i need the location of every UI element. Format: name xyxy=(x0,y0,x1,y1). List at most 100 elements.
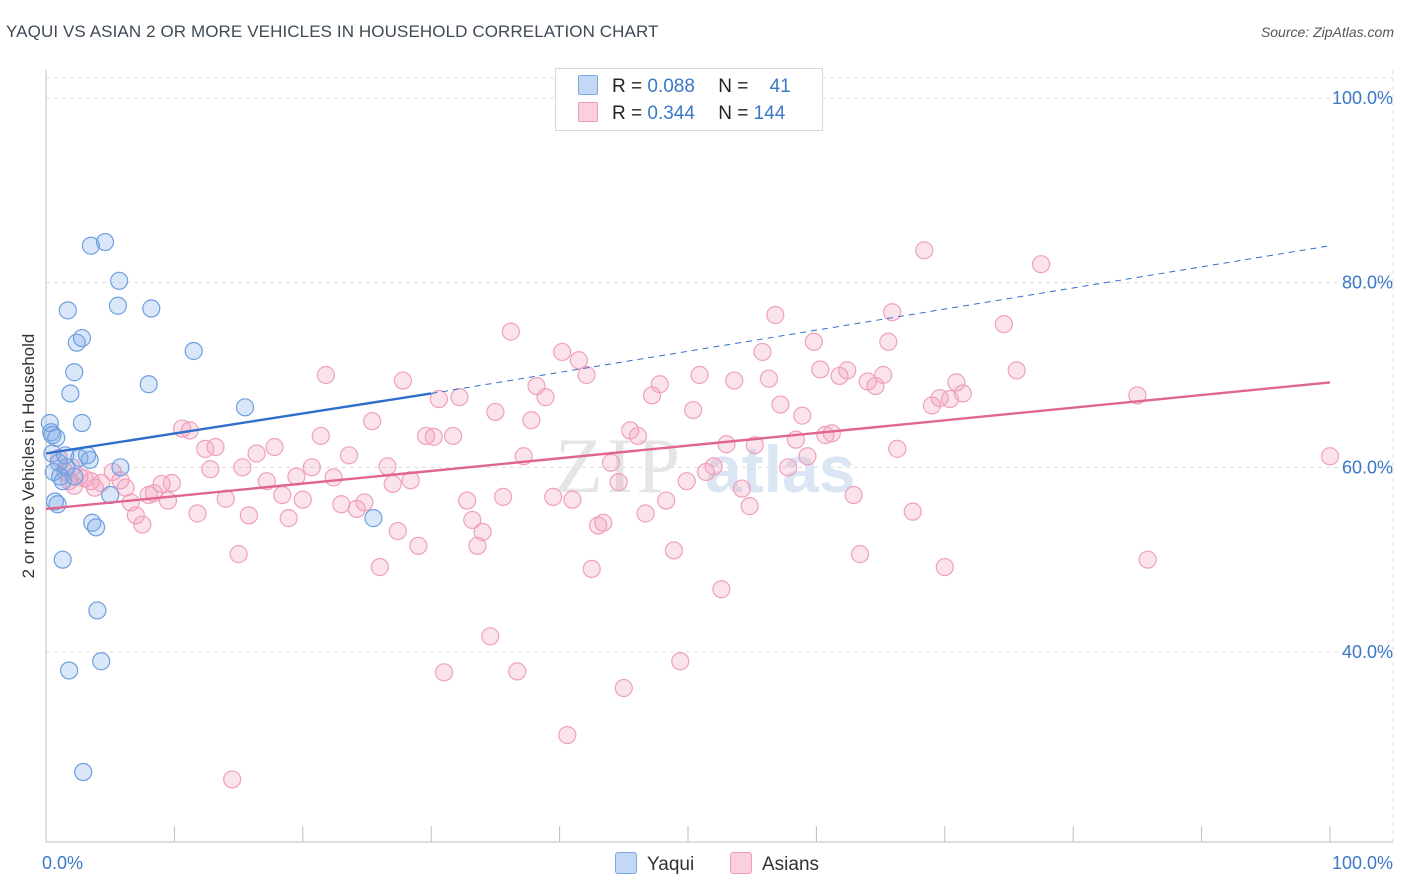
asians-point xyxy=(363,412,382,431)
asians-point xyxy=(536,388,555,407)
asians-point xyxy=(582,559,601,579)
asians-point xyxy=(671,652,690,671)
asians-point xyxy=(771,395,790,414)
asians-point xyxy=(804,332,823,351)
asians-point xyxy=(257,472,276,491)
asians-point xyxy=(1320,447,1340,466)
asians-point xyxy=(332,495,351,514)
asians-point xyxy=(311,426,330,446)
asians-point xyxy=(416,426,436,446)
asians-point xyxy=(378,457,397,476)
yaqui-trend-extension xyxy=(431,245,1331,394)
asians-point xyxy=(473,522,492,542)
asians-point xyxy=(779,458,798,477)
asians-point xyxy=(302,458,321,477)
asians-point xyxy=(188,504,207,523)
asians-points xyxy=(49,241,1340,789)
asians-point xyxy=(158,491,178,510)
asians-point xyxy=(684,400,703,420)
asians-point xyxy=(239,506,258,525)
asians-point xyxy=(429,389,449,409)
asians-point xyxy=(434,663,454,682)
asians-point xyxy=(879,332,898,351)
asians-point xyxy=(745,436,764,455)
yaqui-point xyxy=(74,762,93,782)
asians-point xyxy=(994,315,1013,334)
asians-point xyxy=(458,491,477,510)
asians-point xyxy=(481,627,500,646)
asians-point xyxy=(383,474,402,494)
asians-point xyxy=(233,458,252,477)
asians-point xyxy=(1128,386,1147,405)
asians-point xyxy=(650,375,669,394)
asians-point xyxy=(844,485,863,505)
yaqui-point xyxy=(110,271,129,290)
asians-point xyxy=(494,487,513,506)
asians-point xyxy=(793,406,812,425)
asians-point xyxy=(838,361,857,380)
yaqui-point xyxy=(111,458,130,477)
asians-trend-line xyxy=(45,381,1331,511)
asians-point xyxy=(704,457,723,476)
yaqui-point xyxy=(45,492,65,511)
yaqui-point xyxy=(184,341,203,361)
yaqui-point xyxy=(139,375,158,394)
asians-point xyxy=(759,369,778,388)
asians-point xyxy=(589,516,608,535)
asians-point xyxy=(1007,361,1026,380)
bottom-legend-yaqui: Yaqui xyxy=(615,852,694,876)
asians-point xyxy=(388,521,407,541)
trend-lines xyxy=(45,245,1331,511)
asians-point xyxy=(569,351,588,370)
yaqui-point xyxy=(72,328,92,348)
y-tick-label-100: 100.0% xyxy=(1332,88,1393,108)
asians-point xyxy=(766,305,785,325)
asians-point xyxy=(850,545,870,564)
stats-legend: R = 0.088 N = 41 R = 0.344 N = 144 xyxy=(555,68,823,131)
asians-point xyxy=(732,479,752,498)
asians-point xyxy=(798,447,817,466)
asians-point xyxy=(1031,255,1051,274)
asians-point xyxy=(922,396,942,415)
asians-point xyxy=(443,426,463,446)
asians-point xyxy=(628,426,648,446)
yaqui-point xyxy=(58,301,77,320)
yaqui-swatch xyxy=(578,75,598,95)
asians-point xyxy=(65,476,84,495)
yaqui-point xyxy=(65,467,84,486)
asians-point xyxy=(664,541,683,560)
asians-point xyxy=(811,360,830,379)
y-tick-label-40: 40.0% xyxy=(1342,642,1393,662)
asians-point xyxy=(563,490,582,509)
yaqui-legend-swatch xyxy=(615,852,637,874)
asians-point xyxy=(424,427,443,446)
asians-point xyxy=(324,468,343,487)
yaqui-point xyxy=(81,236,101,255)
asians-point xyxy=(201,460,220,479)
asians-swatch xyxy=(578,102,598,122)
asians-point xyxy=(903,502,922,521)
asians-point xyxy=(162,473,181,493)
asians-point xyxy=(293,490,312,509)
asians-point xyxy=(947,373,966,392)
asians-point xyxy=(409,536,428,555)
x-tick-label-100: 100.0% xyxy=(1332,853,1393,873)
y-axis-label: 2 or more Vehicles in Household xyxy=(19,334,38,579)
asians-point xyxy=(657,491,676,510)
asians-point xyxy=(508,662,527,681)
asians-point xyxy=(316,365,336,385)
asians-point xyxy=(279,509,298,528)
legend-n-value-yaqui: 41 xyxy=(769,76,791,97)
asians-point xyxy=(126,506,145,525)
yaqui-points xyxy=(40,232,383,782)
yaqui-trend-line xyxy=(45,392,432,455)
yaqui-point xyxy=(60,661,79,680)
legend-r-label: R = xyxy=(612,76,643,97)
yaqui-point xyxy=(61,384,80,403)
asians-point xyxy=(355,493,374,512)
legend-r-label: R = xyxy=(612,103,643,124)
asians-point xyxy=(273,485,292,505)
asians-point xyxy=(1138,550,1157,569)
asians-point xyxy=(133,515,152,534)
